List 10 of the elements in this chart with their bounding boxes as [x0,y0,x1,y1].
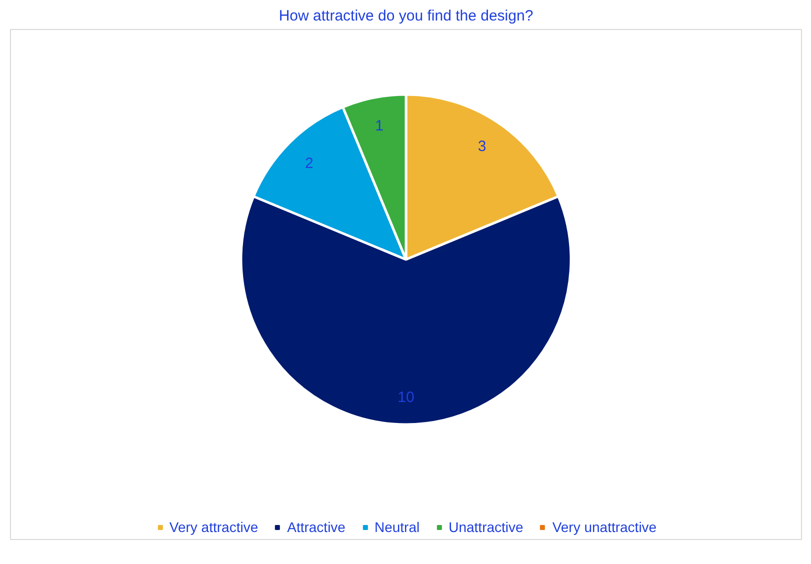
data-label: 2 [304,155,314,172]
legend-label: Unattractive [448,519,524,535]
data-label: 10 [398,388,414,406]
legend-label: Attractive [287,519,346,535]
legend-label: Neutral [374,519,420,535]
data-label: 3 [478,138,486,156]
data-label: 1 [375,118,384,135]
legend-label: Very unattractive [552,519,657,535]
chart-title: How attractive do you find the design? [278,8,534,24]
legend-label: Very attractive [169,519,258,535]
